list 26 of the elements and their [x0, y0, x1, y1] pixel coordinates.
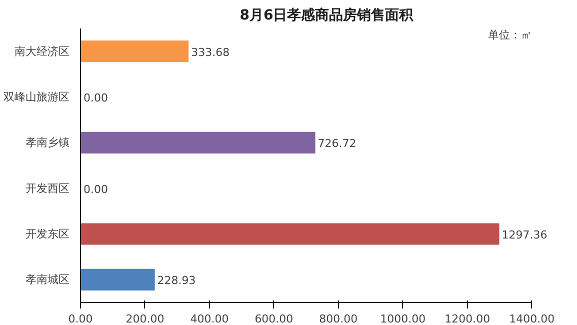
bar: [80, 223, 500, 245]
x-tick-label: 400.00: [190, 312, 229, 325]
data-label: 333.68: [191, 46, 230, 59]
y-tick-label: 孝南城区: [26, 273, 70, 286]
x-tick-label: 1000.00: [380, 312, 426, 325]
y-tick-label: 南大经济区: [14, 44, 70, 58]
chart-title: 8月6日孝感商品房销售面积: [240, 6, 414, 24]
data-label: 0.00: [84, 92, 108, 104]
x-tick-label: 1400.00: [509, 312, 555, 325]
data-label: 228.93: [157, 274, 196, 288]
annotation: 单位：㎡: [488, 28, 532, 42]
x-tick-label: 200.00: [126, 312, 164, 325]
x-tick-label: 0.00: [68, 312, 93, 325]
x-tick-label: 1200.00: [444, 312, 490, 325]
bar: [80, 132, 316, 154]
y-tick-label: 双峰山旅游区: [4, 90, 70, 104]
data-label: 1297.36: [502, 228, 548, 242]
data-label: 726.72: [318, 137, 356, 150]
bar: [80, 40, 189, 62]
y-tick-label: 开发东区: [26, 228, 70, 240]
bar: [80, 268, 155, 290]
data-label: 0.00: [84, 182, 108, 196]
y-tick-label: 开发西区: [26, 182, 70, 195]
y-tick-label: 孝南乡镇: [26, 136, 70, 150]
x-tick-label: 800.00: [319, 312, 358, 325]
x-tick-label: 600.00: [254, 312, 294, 325]
